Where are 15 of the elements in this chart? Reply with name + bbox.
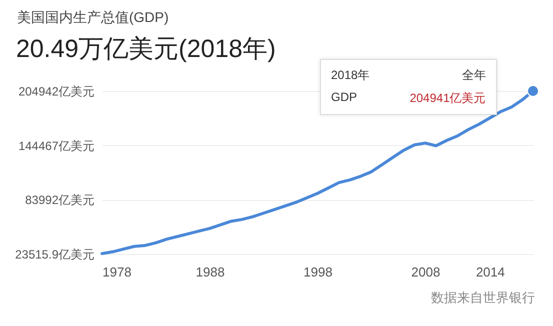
y-tick-label: 83992亿美元 — [25, 193, 94, 208]
y-tick-label: 23515.9亿美元 — [15, 248, 94, 262]
x-tick-label: 2014 — [476, 264, 505, 280]
x-tick-label: 2008 — [411, 264, 440, 280]
y-tick-label: 144467亿美元 — [18, 138, 94, 153]
x-tick-label: 1978 — [102, 264, 132, 280]
annotation: GDP — [331, 90, 358, 106]
chart-title: 美国国内生产总值(GDP) — [17, 9, 169, 27]
text: 数据来自世界银行 — [431, 289, 535, 307]
y-tick-label: 204942亿美元 — [18, 84, 94, 98]
chart-subtitle: 20.49万亿美元(2018年) — [16, 34, 276, 65]
x-tick-label: 1988 — [196, 264, 225, 280]
tooltip-box: 2018年 全年 GDP 204941亿美元 — [320, 59, 497, 115]
x-tick-label: 1998 — [304, 264, 332, 280]
annotation: 204941亿美元 — [410, 90, 486, 107]
